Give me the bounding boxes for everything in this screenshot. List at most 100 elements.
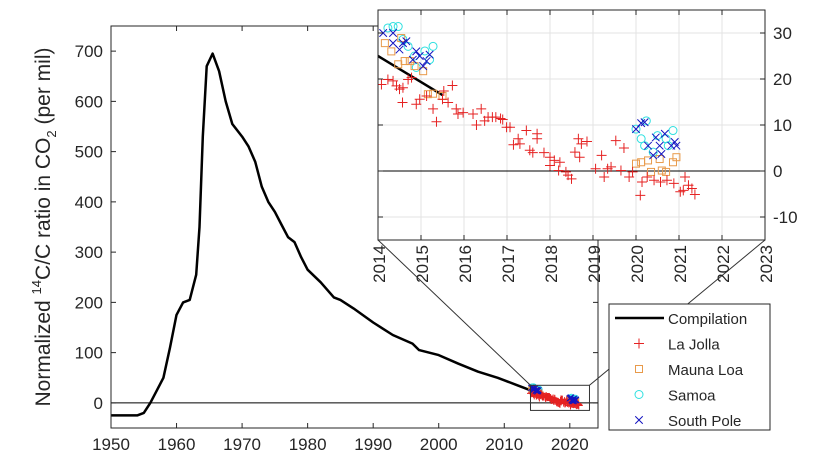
y-tick-label: 100 bbox=[75, 344, 103, 363]
point-la-jolla bbox=[610, 135, 621, 146]
point-la-jolla bbox=[574, 152, 585, 163]
point-south-pole bbox=[640, 118, 649, 127]
point-mauna-loa bbox=[380, 39, 389, 48]
legend-swatch-south-pole bbox=[634, 415, 644, 425]
legend-label-compilation: Compilation bbox=[668, 311, 747, 328]
x-tick-label: 2018 bbox=[542, 245, 561, 283]
point-la-jolla bbox=[686, 183, 697, 194]
x-tick-label: 2015 bbox=[413, 245, 432, 283]
legend-swatch-la-jolla bbox=[634, 338, 644, 349]
point-samoa bbox=[668, 126, 678, 136]
point-la-jolla bbox=[655, 177, 666, 188]
legend: Compilation La Jolla Mauna Loa Samoa South P… bbox=[608, 303, 771, 431]
point-south-pole bbox=[388, 28, 398, 38]
point-la-jolla bbox=[581, 136, 592, 147]
point-samoa bbox=[420, 46, 430, 56]
zoom-region-rectangle bbox=[529, 384, 590, 411]
y-tick-label: 300 bbox=[75, 243, 103, 262]
point-samoa bbox=[383, 23, 393, 33]
inset-axes: 2014 2015 2016 2017 2018 2019 2020 2021 2022 2023… bbox=[370, 9, 798, 283]
point-la-jolla bbox=[497, 114, 508, 125]
point-south-pole bbox=[657, 149, 666, 159]
y-tick-label: -10 bbox=[773, 208, 798, 227]
point-la-jolla bbox=[615, 165, 626, 176]
plot-area bbox=[111, 52, 598, 417]
x-tick-label: 1980 bbox=[289, 435, 327, 454]
connector-line-left bbox=[377, 239, 531, 386]
point-la-jolla bbox=[635, 190, 646, 201]
legend-swatch-mauna-loa bbox=[635, 365, 643, 373]
point-mauna-loa bbox=[387, 47, 396, 56]
point-mauna-loa bbox=[423, 90, 432, 99]
plot-area bbox=[378, 22, 765, 201]
point-la-jolla bbox=[443, 97, 454, 108]
point-south-pole bbox=[643, 141, 653, 150]
point-la-jolla bbox=[678, 185, 689, 196]
point-samoa bbox=[663, 141, 673, 151]
point-south-pole bbox=[415, 51, 424, 61]
point-la-jolla bbox=[538, 147, 549, 158]
y-tick-label: 30 bbox=[773, 24, 792, 43]
point-samoa bbox=[631, 124, 641, 134]
point-la-jolla bbox=[476, 103, 487, 114]
point-south-pole bbox=[649, 151, 658, 160]
point-mauna-loa bbox=[662, 167, 671, 176]
y-tick-label: 10 bbox=[773, 116, 792, 135]
y-tick-label: 600 bbox=[75, 92, 103, 111]
x-tick-label: 1950 bbox=[92, 435, 130, 454]
point-la-jolla bbox=[627, 166, 638, 177]
point-south-pole bbox=[402, 37, 411, 46]
point-la-jolla bbox=[495, 113, 506, 124]
point-la-jolla bbox=[590, 163, 601, 174]
point-la-jolla bbox=[421, 91, 432, 102]
point-la-jolla bbox=[606, 161, 617, 172]
point-south-pole bbox=[419, 62, 428, 71]
point-la-jolla bbox=[508, 139, 519, 150]
point-samoa bbox=[641, 116, 651, 126]
y-tick-label: 400 bbox=[75, 193, 103, 212]
point-la-jolla bbox=[553, 165, 564, 176]
point-la-jolla bbox=[397, 97, 408, 108]
point-mauna-loa bbox=[672, 153, 681, 162]
point-la-jolla bbox=[471, 120, 482, 130]
point-south-pole bbox=[535, 386, 542, 394]
legend-label-mauna-loa: Mauna Loa bbox=[668, 362, 744, 379]
point-south-pole bbox=[631, 125, 641, 134]
series-line-compilation bbox=[111, 52, 541, 417]
point-south-pole bbox=[422, 56, 431, 66]
point-la-jolla bbox=[438, 85, 449, 96]
point-la-jolla bbox=[689, 189, 700, 200]
y-tick-label: 20 bbox=[773, 70, 792, 89]
y-tick-label: 500 bbox=[75, 143, 103, 162]
point-la-jolla bbox=[411, 99, 422, 110]
point-mauna-loa bbox=[410, 62, 419, 71]
x-tick-label: 2022 bbox=[714, 245, 733, 283]
point-la-jolla bbox=[388, 75, 399, 86]
point-la-jolla bbox=[451, 103, 462, 114]
point-la-jolla bbox=[554, 157, 565, 168]
point-la-jolla bbox=[599, 171, 610, 182]
point-mauna-loa bbox=[657, 166, 666, 175]
point-la-jolla bbox=[566, 173, 577, 184]
point-la-jolla bbox=[527, 147, 538, 158]
x-tick-label: 1960 bbox=[158, 435, 196, 454]
point-la-jolla bbox=[431, 116, 442, 127]
point-la-jolla bbox=[513, 133, 524, 144]
point-la-jolla bbox=[428, 103, 439, 114]
point-la-jolla bbox=[680, 171, 691, 182]
x-tick-label: 1990 bbox=[354, 435, 392, 454]
point-samoa bbox=[393, 22, 403, 32]
point-la-jolla bbox=[521, 125, 532, 136]
point-south-pole bbox=[379, 28, 388, 38]
point-south-pole bbox=[651, 133, 660, 142]
x-tick-label: 2023 bbox=[757, 245, 776, 283]
point-la-jolla bbox=[545, 160, 555, 171]
point-south-pole bbox=[408, 55, 417, 64]
point-la-jolla bbox=[576, 138, 587, 149]
point-la-jolla bbox=[637, 177, 648, 188]
point-la-jolla bbox=[549, 155, 560, 166]
point-la-jolla bbox=[668, 178, 679, 189]
x-tick-label: 2010 bbox=[485, 435, 523, 454]
point-south-pole bbox=[655, 141, 664, 150]
